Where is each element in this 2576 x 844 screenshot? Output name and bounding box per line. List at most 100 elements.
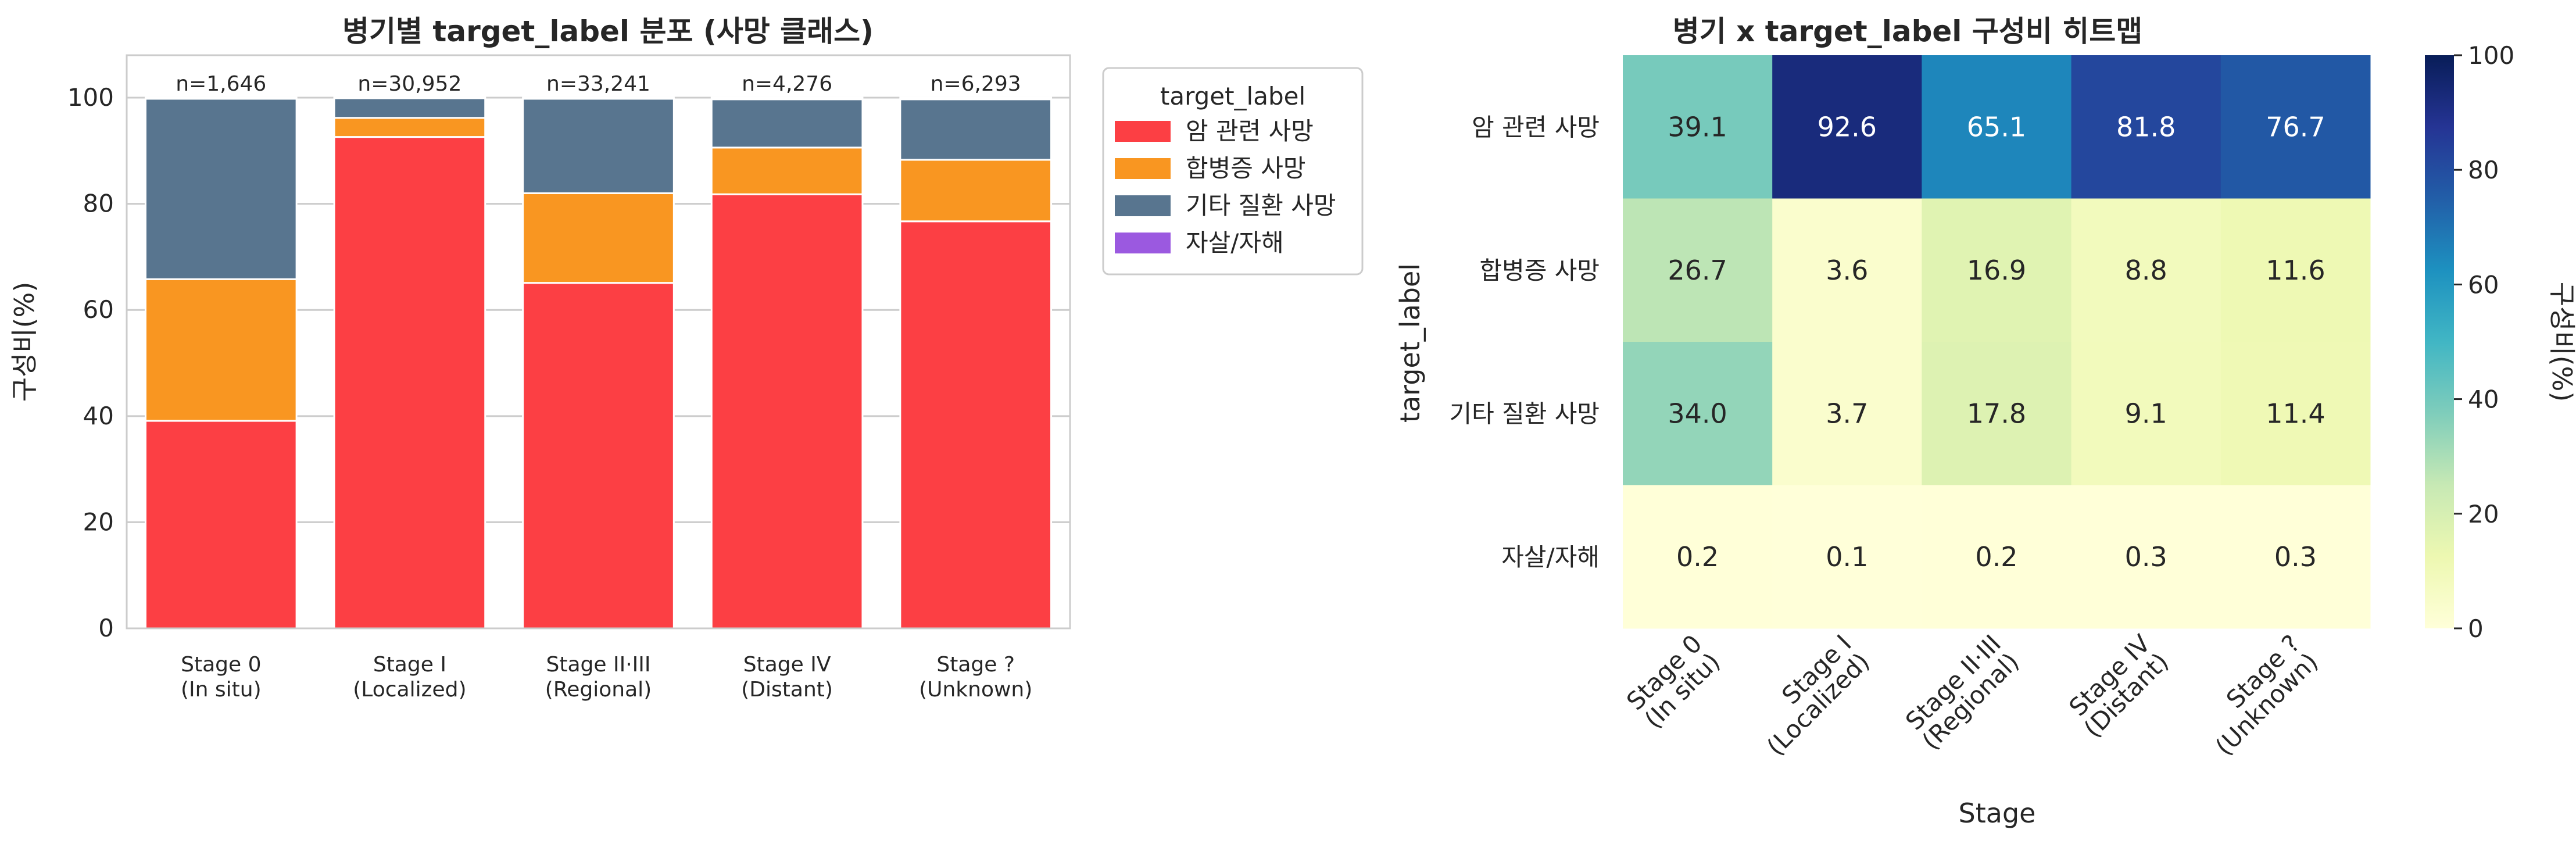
- bar-segment: [710, 146, 864, 195]
- bar-segment: [522, 282, 675, 630]
- bar-chart-y-axis-label: 구성비(%): [9, 282, 40, 402]
- bar-chart-y-ticks: 0 20 40 60 80 100: [67, 83, 114, 642]
- bar-chart-annotations: n=1,646 n=30,952 n=33,241 n=4,276 n=6,293: [176, 72, 1021, 96]
- heatmap-cell: [2071, 55, 2221, 199]
- colorbar-tick-label: 0: [2468, 614, 2484, 643]
- colorbar-tick-label: 80: [2468, 156, 2499, 184]
- bar-segment: [899, 159, 1053, 223]
- bar-segment: [144, 278, 298, 422]
- heatmap-cell: [1772, 198, 1922, 342]
- heatmap-y-axis-label: target_label: [1394, 263, 1426, 423]
- colorbar-label: 구성비(%): [2546, 282, 2576, 402]
- heatmap-x-tick-group: Stage ?(Unknown): [2210, 629, 2324, 761]
- bar-y-tick-label: 0: [98, 614, 114, 642]
- heatmap-cell-value: 92.6: [1817, 111, 1877, 142]
- heatmap-x-axis-label: Stage: [1959, 797, 2036, 829]
- heatmap-cell-value: 17.8: [1967, 398, 2026, 429]
- heatmap-cell-value: 0.3: [2125, 541, 2167, 573]
- bar-x-tick-label: Stage I: [373, 653, 446, 677]
- heatmap-cell-value: 26.7: [1668, 255, 1727, 286]
- heatmap-cell: [2071, 342, 2221, 485]
- heatmap-cell-value: 34.0: [1668, 398, 1727, 429]
- heatmap-cell: [1772, 55, 1922, 199]
- heatmap-cell: [1772, 342, 1922, 485]
- bar-segment: [144, 420, 298, 630]
- bar-y-tick-label: 60: [83, 295, 114, 324]
- heatmap-cell-value: 9.1: [2125, 398, 2167, 429]
- bar-x-tick-sublabel: (Regional): [545, 678, 652, 702]
- colorbar-tick-label: 40: [2468, 385, 2499, 414]
- heatmap-cell-value: 0.2: [1676, 541, 1719, 573]
- colorbar-ticks: 0 20 40 60 80 100: [2454, 41, 2514, 643]
- heatmap-cell-value: 76.7: [2266, 111, 2325, 142]
- bar-segment: [710, 193, 864, 630]
- heatmap-cell: [1623, 55, 1773, 199]
- bar-x-tick-label: Stage ?: [936, 653, 1015, 677]
- heatmap-cell: [2071, 198, 2221, 342]
- bar-chart-x-ticks: Stage 0(In situ) Stage I(Localized) Stage …: [181, 653, 1032, 702]
- colorbar-tick-label: 20: [2468, 500, 2499, 528]
- heatmap-y-tick-label: 암 관련 사망: [1472, 113, 1600, 141]
- bar-x-tick-sublabel: (Unknown): [919, 678, 1032, 702]
- heatmap-cell-value: 39.1: [1668, 111, 1727, 142]
- heatmap-chart: 병기 x target_label 구성비 히트맵 39.1 92.6 65.1 81…: [1394, 15, 2576, 829]
- bar-y-tick-label: 20: [83, 507, 114, 536]
- bar-segment: [710, 98, 864, 149]
- bar-x-tick-label: Stage II·III: [546, 653, 651, 677]
- heatmap-x-tick-group: Stage IV(Distant): [2063, 629, 2174, 743]
- heatmap-cell-value: 16.9: [1967, 255, 2026, 286]
- bar-count-annotation: n=1,646: [176, 72, 266, 96]
- heatmap-cell-value: 3.6: [1826, 255, 1868, 286]
- colorbar-tick-label: 60: [2468, 270, 2499, 299]
- bar-segment: [710, 96, 864, 101]
- bar-segment: [899, 98, 1053, 161]
- bar-chart-title: 병기별 target_label 분포 (사망 클래스): [342, 15, 874, 48]
- bar-x-tick-label: Stage IV: [743, 653, 831, 677]
- legend-swatch: [1115, 233, 1171, 253]
- bar-segment: [144, 98, 298, 280]
- bar-x-tick-label: Stage 0: [181, 653, 261, 677]
- heatmap-cell-value: 65.1: [1967, 111, 2026, 142]
- heatmap-cell: [2220, 485, 2371, 629]
- bar-segment: [522, 98, 675, 194]
- heatmap-cell-value: 0.1: [1826, 541, 1868, 573]
- heatmap-cell: [1623, 198, 1773, 342]
- heatmap-x-tick-group: Stage II·III(Regional): [1900, 629, 2024, 755]
- legend-title: target_label: [1160, 82, 1305, 110]
- bar-segment: [333, 117, 486, 138]
- bar-chart-bars: [144, 96, 1053, 630]
- bar-chart-frame: [126, 54, 1071, 630]
- bar-count-annotation: n=33,241: [546, 72, 650, 96]
- bar-segment: [333, 97, 486, 119]
- heatmap-cell-value: 81.8: [2116, 111, 2176, 142]
- bar-x-tick-sublabel: (Distant): [741, 678, 833, 702]
- bar-y-tick-label: 100: [67, 83, 114, 112]
- heatmap-x-tick-labels: Stage 0(In situ) Stage I(Localized) Stage …: [1621, 629, 2324, 761]
- colorbar-tick-label: 100: [2468, 41, 2514, 70]
- heatmap-cell: [1772, 485, 1922, 629]
- heatmap-cell: [1623, 342, 1773, 485]
- bar-segment: [522, 96, 675, 100]
- heatmap-cell: [1922, 485, 2072, 629]
- heatmap-cells: 39.1 92.6 65.1 81.8 76.7 26.7 3.6 16.9 8.8 11.6 34…: [1623, 55, 2371, 629]
- bar-segment: [522, 192, 675, 284]
- bar-segment: [899, 220, 1053, 630]
- legend-swatch: [1115, 121, 1171, 142]
- bar-segment: [144, 96, 298, 100]
- heatmap-y-tick-label: 자살/자해: [1501, 543, 1600, 571]
- heatmap-cell: [2220, 55, 2371, 199]
- bar-count-annotation: n=4,276: [742, 72, 832, 96]
- legend-label: 기타 질환 사망: [1186, 191, 1336, 220]
- heatmap-cell-value: 3.7: [1826, 398, 1868, 429]
- legend-label: 암 관련 사망: [1186, 117, 1314, 145]
- heatmap-cell-value: 0.3: [2274, 541, 2317, 573]
- bar-count-annotation: n=6,293: [931, 72, 1021, 96]
- heatmap-cell: [1922, 55, 2072, 199]
- legend-label: 합병증 사망: [1186, 154, 1306, 183]
- heatmap-cell: [1922, 342, 2072, 485]
- heatmap-y-tick-label: 합병증 사망: [1479, 256, 1600, 285]
- heatmap-cell: [1623, 485, 1773, 629]
